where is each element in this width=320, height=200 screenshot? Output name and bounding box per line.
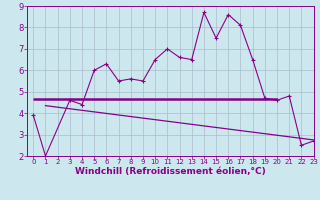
X-axis label: Windchill (Refroidissement éolien,°C): Windchill (Refroidissement éolien,°C) xyxy=(75,167,266,176)
